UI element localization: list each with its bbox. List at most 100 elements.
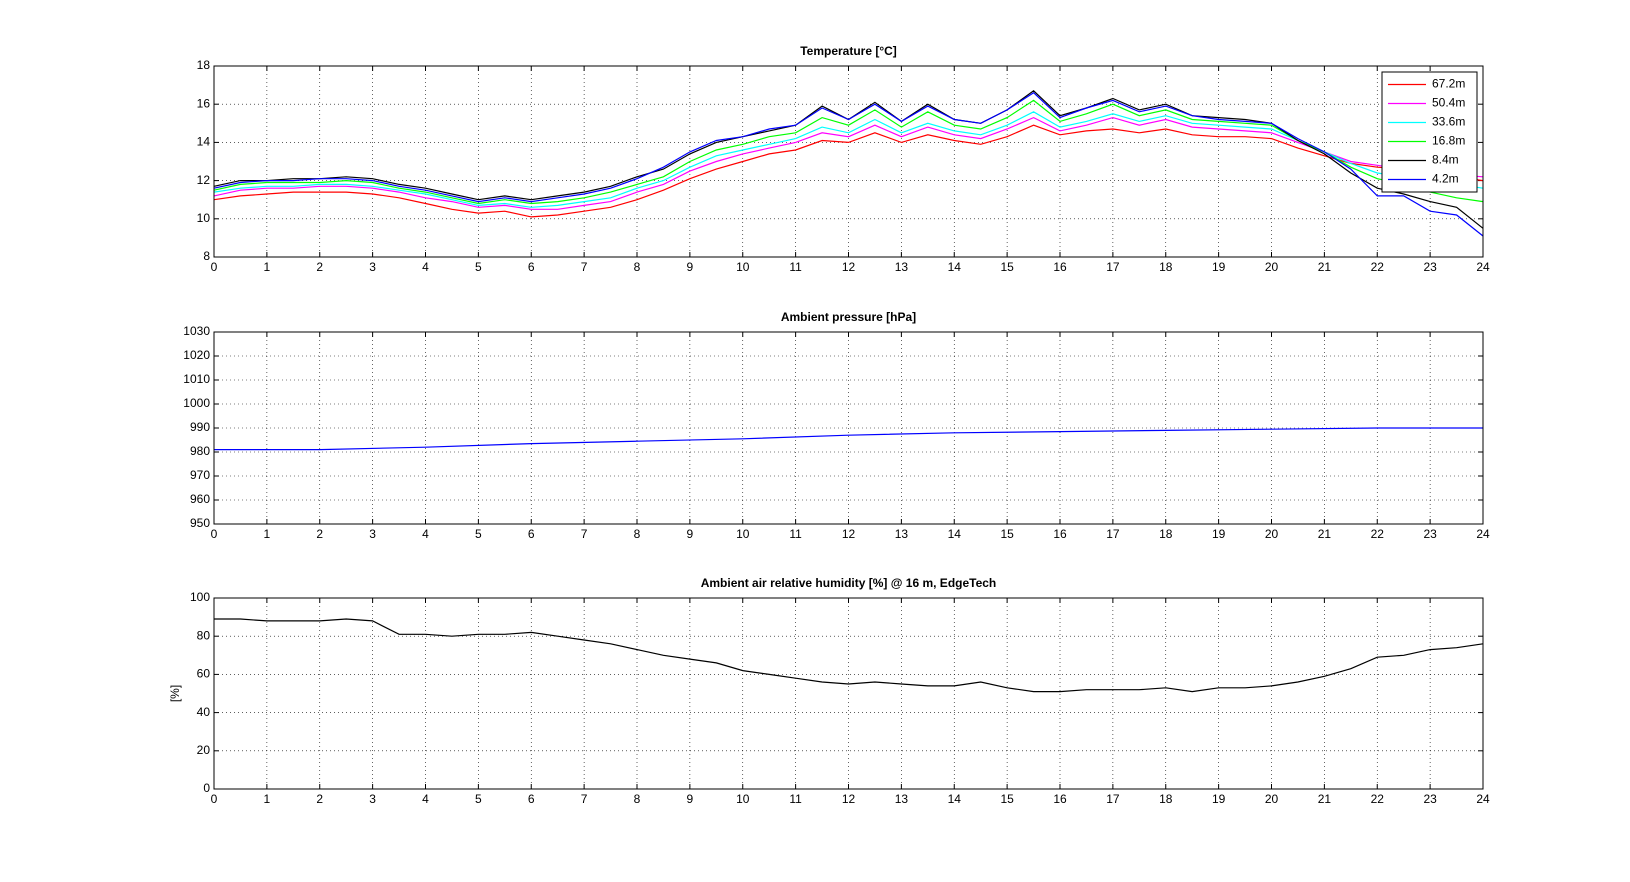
x-tick-label: 3 [369, 260, 376, 274]
x-tick-label: 10 [736, 792, 750, 806]
x-tick-label: 24 [1476, 527, 1490, 541]
series-line [213, 124, 1484, 218]
y-tick-label: 1010 [183, 372, 210, 386]
legend-label: 50.4m [1432, 96, 1465, 110]
axes-box [213, 331, 1484, 525]
x-tick-label: 19 [1212, 792, 1226, 806]
x-tick-label: 4 [422, 527, 429, 541]
legend-label: 4.2m [1432, 172, 1459, 186]
plot-area [214, 598, 1483, 789]
x-tick-label: 4 [422, 260, 429, 274]
x-tick-label: 6 [528, 527, 535, 541]
x-tick-label: 4 [422, 792, 429, 806]
x-tick-label: 22 [1371, 260, 1385, 274]
x-tick-label: 12 [842, 260, 856, 274]
x-tick-label: 18 [1159, 792, 1173, 806]
x-tick-label: 17 [1106, 792, 1120, 806]
x-tick-label: 18 [1159, 527, 1173, 541]
series-line [213, 116, 1484, 210]
y-tick-label: 8 [203, 249, 210, 263]
x-tick-label: 23 [1423, 527, 1437, 541]
x-tick-label: 2 [316, 260, 323, 274]
plot-area [214, 66, 1483, 257]
legend-box [1381, 71, 1478, 193]
x-tick-label: 11 [789, 792, 802, 806]
x-tick-label: 5 [475, 260, 482, 274]
x-tick-label: 15 [1000, 527, 1014, 541]
x-tick-label: 7 [581, 260, 588, 274]
x-tick-label: 22 [1371, 527, 1385, 541]
x-tick-label: 0 [211, 527, 218, 541]
y-tick-label: 14 [197, 135, 211, 149]
x-tick-label: 24 [1476, 260, 1490, 274]
x-tick-label: 9 [687, 792, 694, 806]
x-tick-label: 8 [634, 527, 641, 541]
x-tick-label: 1 [264, 260, 271, 274]
y-tick-label: 1000 [183, 396, 210, 410]
x-tick-label: 20 [1265, 527, 1279, 541]
legend-label: 67.2m [1432, 77, 1465, 91]
x-tick-label: 7 [581, 527, 588, 541]
y-tick-label: 40 [197, 705, 211, 719]
y-tick-label: 60 [197, 667, 211, 681]
x-tick-label: 12 [842, 792, 856, 806]
x-tick-label: 14 [948, 527, 962, 541]
x-tick-label: 20 [1265, 792, 1279, 806]
axes-box [213, 597, 1484, 790]
y-tick-label: 10 [197, 211, 211, 225]
chart-title: Ambient air relative humidity [%] @ 16 m… [701, 576, 997, 590]
x-tick-label: 23 [1423, 260, 1437, 274]
y-tick-label: 990 [190, 420, 210, 434]
x-tick-label: 2 [316, 792, 323, 806]
y-tick-label: 1030 [183, 324, 210, 338]
x-tick-label: 0 [211, 792, 218, 806]
x-tick-label: 14 [948, 260, 962, 274]
x-tick-label: 6 [528, 792, 535, 806]
x-tick-label: 9 [687, 260, 694, 274]
y-axis-label: [%] [168, 685, 182, 702]
y-tick-label: 12 [197, 173, 211, 187]
y-tick-label: 970 [190, 468, 210, 482]
x-tick-label: 16 [1053, 527, 1067, 541]
x-tick-label: 24 [1476, 792, 1490, 806]
x-tick-label: 1 [264, 527, 271, 541]
y-tick-label: 100 [190, 590, 210, 604]
x-tick-label: 3 [369, 527, 376, 541]
y-tick-label: 18 [197, 58, 211, 72]
axes-box [213, 65, 1484, 258]
x-tick-label: 5 [475, 527, 482, 541]
legend-label: 16.8m [1432, 134, 1465, 148]
x-tick-label: 21 [1318, 260, 1332, 274]
x-tick-label: 18 [1159, 260, 1173, 274]
x-tick-label: 13 [895, 792, 909, 806]
series-line [213, 111, 1484, 208]
x-tick-label: 12 [842, 527, 856, 541]
y-tick-label: 20 [197, 743, 211, 757]
chart-title: Ambient pressure [hPa] [781, 310, 916, 324]
x-tick-label: 21 [1318, 527, 1332, 541]
x-tick-label: 3 [369, 792, 376, 806]
y-tick-label: 980 [190, 444, 210, 458]
x-tick-label: 2 [316, 527, 323, 541]
x-tick-label: 11 [789, 260, 802, 274]
x-tick-label: 11 [789, 527, 802, 541]
x-tick-label: 9 [687, 527, 694, 541]
x-tick-label: 19 [1212, 527, 1226, 541]
x-tick-label: 16 [1053, 260, 1067, 274]
x-tick-label: 23 [1423, 792, 1437, 806]
x-tick-label: 19 [1212, 260, 1226, 274]
x-tick-label: 14 [948, 792, 962, 806]
x-tick-label: 8 [634, 260, 641, 274]
x-tick-label: 0 [211, 260, 218, 274]
x-tick-label: 17 [1106, 527, 1120, 541]
y-tick-label: 16 [197, 96, 211, 110]
x-tick-label: 1 [264, 792, 271, 806]
y-tick-label: 1020 [183, 348, 210, 362]
y-tick-label: 0 [203, 781, 210, 795]
x-tick-label: 7 [581, 792, 588, 806]
x-tick-label: 6 [528, 260, 535, 274]
series-line [214, 427, 1483, 451]
x-tick-label: 15 [1000, 260, 1014, 274]
x-tick-label: 21 [1318, 792, 1332, 806]
